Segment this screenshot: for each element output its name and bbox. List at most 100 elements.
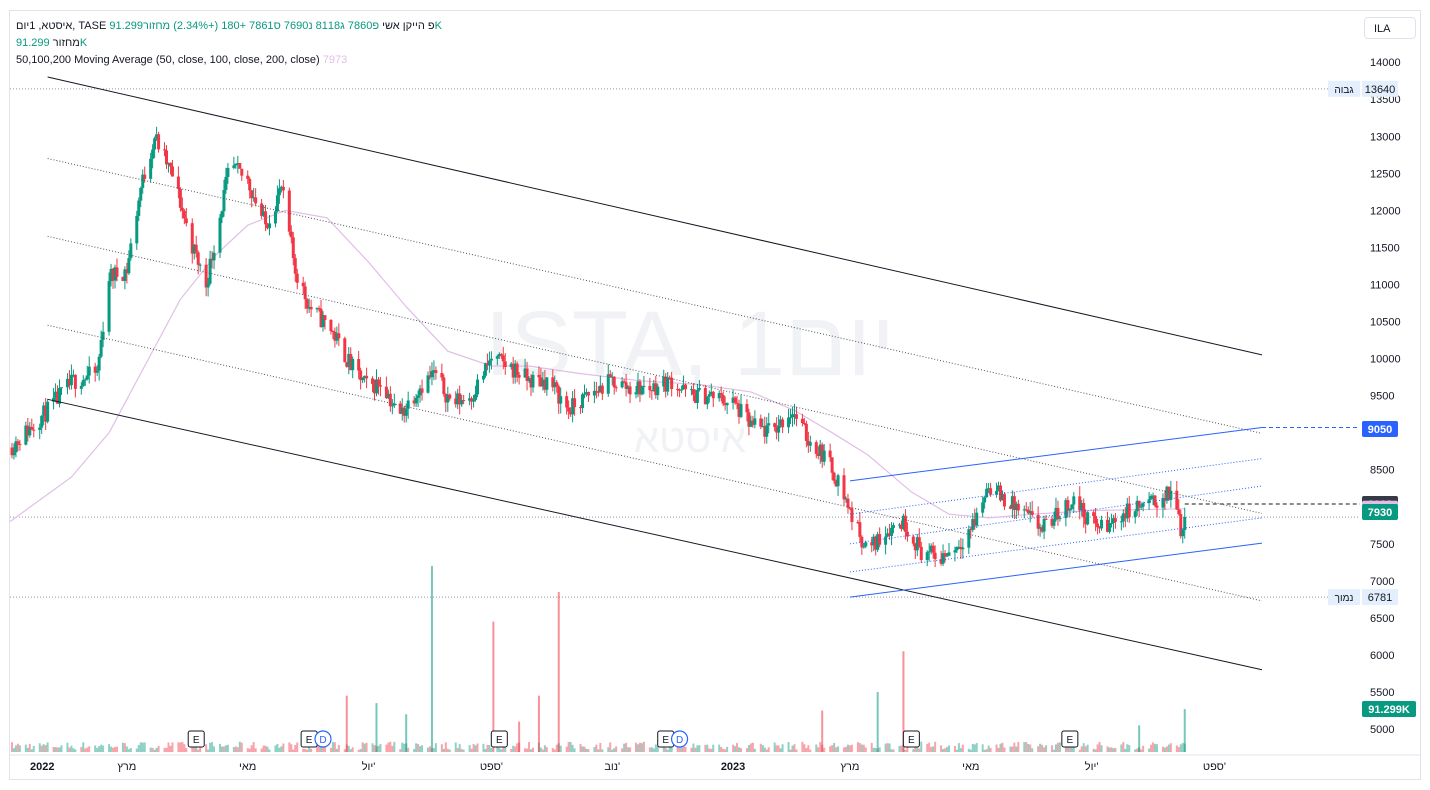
volume-bar-186 [526, 748, 529, 752]
volume-bar-172 [486, 744, 489, 752]
candle-401 [1121, 513, 1125, 522]
event-label-4: E [662, 735, 669, 746]
candle-194 [545, 377, 549, 390]
volume-bar-3 [16, 743, 19, 752]
volume-bar-111 [318, 746, 321, 752]
candle-123 [349, 353, 353, 371]
candle-285 [800, 418, 804, 424]
candle-415 [1161, 498, 1165, 508]
volume-bar-182 [514, 746, 517, 752]
volume-bar-387 [1082, 743, 1085, 752]
volume-bar-347 [971, 743, 974, 752]
y-tick-3: 13000 [1370, 131, 1401, 143]
candle-309 [864, 542, 868, 547]
volume-bar-46 [137, 744, 140, 752]
candle-18 [58, 388, 62, 404]
candle-133 [376, 379, 380, 386]
volume-spike-2 [405, 714, 408, 752]
volume-bar-92 [264, 745, 267, 752]
candle-410 [1147, 499, 1151, 504]
volume-bar-423 [1181, 743, 1184, 752]
candle-186 [525, 368, 529, 381]
candle-378 [1056, 507, 1060, 519]
y-tick-17: 6000 [1370, 650, 1394, 662]
candle-328 [917, 537, 921, 547]
volume-bar-70 [205, 744, 208, 752]
candle-161 [456, 393, 460, 405]
volume-bar-249 [698, 745, 701, 752]
volume-bar-213 [599, 743, 602, 752]
volume-bar-95 [274, 745, 277, 752]
candle-260 [731, 397, 735, 403]
drawings-layer[interactable] [47, 76, 1360, 671]
volume-bar-79 [226, 744, 229, 752]
y-tick-19: 5000 [1370, 724, 1394, 736]
legend-open: פ7860 [347, 20, 380, 32]
trend-channel-inner-1 [47, 235, 1263, 514]
volume-bar-214 [601, 749, 604, 752]
price-axis[interactable]: 1450014000135001300012500120001150011000… [1370, 20, 1401, 736]
volume-bar-365 [1023, 742, 1026, 752]
candle-15 [52, 397, 56, 402]
volume-bar-286 [803, 744, 806, 752]
candle-178 [501, 355, 505, 362]
legend-ma-label[interactable]: 50,100,200 Moving Average (50, close, 10… [16, 54, 320, 66]
volume-bar-83 [238, 741, 241, 752]
volume-bar-268 [751, 742, 754, 752]
volume-bar-93 [266, 746, 269, 752]
candle-45 [135, 215, 139, 244]
volume-bar-270 [759, 743, 762, 752]
candle-207 [582, 393, 586, 395]
currency-button[interactable]: ILA [1364, 17, 1416, 39]
candle-66 [192, 244, 196, 254]
volume-bar-397 [1110, 747, 1113, 752]
candle-9 [32, 429, 36, 431]
candle-403 [1125, 503, 1129, 519]
volume-bar-194 [545, 747, 548, 752]
candle-368 [1028, 511, 1032, 514]
volume-bar-253 [710, 748, 713, 752]
volume-bar-91 [262, 745, 265, 752]
legend-volume-label[interactable]: מחזור [52, 37, 80, 49]
candle-350 [981, 502, 985, 513]
volume-bar-377 [1054, 744, 1057, 752]
volume-bar-354 [989, 748, 992, 752]
candle-409 [1141, 503, 1145, 507]
volume-bar-166 [470, 748, 473, 752]
candle-27 [83, 379, 87, 381]
price-badge-3: 7930 [1368, 507, 1392, 519]
volume-bar-282 [791, 745, 794, 752]
volume-bar-4 [18, 745, 21, 752]
volume-bar-275 [773, 742, 776, 752]
volume-bar-7 [28, 744, 31, 752]
volume-bar-363 [1015, 746, 1018, 752]
candle-224 [628, 386, 632, 395]
volume-bar-222 [625, 742, 628, 752]
candle-358 [1000, 494, 1004, 501]
candle-357 [999, 485, 1003, 501]
volume-bar-32 [98, 746, 101, 752]
candle-290 [814, 442, 818, 454]
candle-254 [711, 391, 715, 399]
volume-bar-419 [1169, 743, 1172, 752]
volume-bar-229 [642, 741, 645, 752]
candle-183 [515, 363, 519, 375]
candle-324 [905, 531, 909, 537]
volume-bar-242 [680, 746, 683, 752]
volume-bar-146 [415, 743, 418, 752]
candle-16 [54, 391, 58, 398]
legend-symbol-title[interactable]: איסטא, 1יום, TASE פ הייקן אשי [16, 20, 435, 32]
volume-bar-330 [926, 743, 929, 752]
candle-91 [262, 211, 266, 216]
volume-bar-291 [817, 747, 820, 752]
volume-bar-317 [888, 743, 891, 752]
volume-bar-228 [640, 743, 643, 752]
candle-315 [884, 536, 888, 545]
candle-334 [933, 552, 937, 560]
time-axis[interactable]: 2022 מרץ מאי יול' ספט' נוב' 2023 מרץ מאי יול' ספט' [10, 754, 1420, 773]
volume-bar-371 [1039, 743, 1042, 752]
candle-52 [153, 138, 157, 150]
earnings-event-3 [490, 730, 508, 748]
